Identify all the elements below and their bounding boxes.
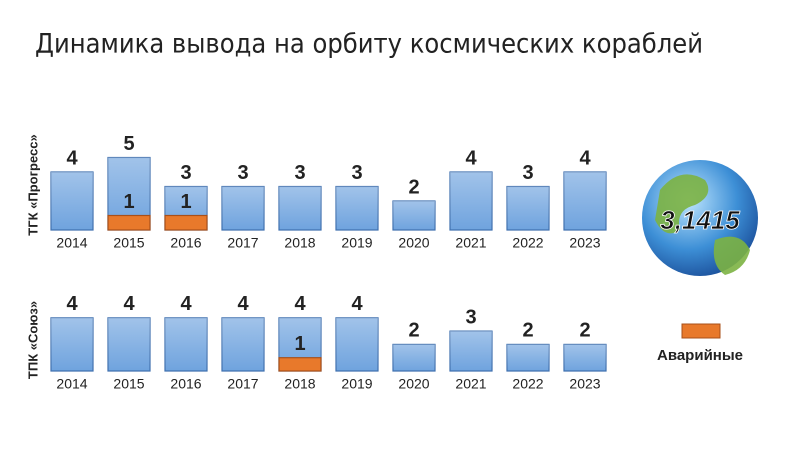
- x-tick-label: 2015: [113, 235, 144, 251]
- failure-bar: [107, 214, 151, 231]
- data-label: 4: [66, 293, 78, 315]
- data-label: 4: [294, 293, 306, 315]
- data-label: 1: [180, 191, 191, 213]
- data-label: 4: [351, 293, 363, 315]
- bar-shade: [51, 172, 93, 230]
- chart-title: Динамика вывода на орбиту космических ко…: [35, 29, 703, 60]
- x-tick-label: 2019: [341, 376, 372, 392]
- x-tick-label: 2017: [227, 376, 258, 392]
- x-tick-label: 2020: [398, 376, 429, 392]
- bar-shade: [450, 172, 492, 230]
- y-axis-label: ТПК «Союз»: [25, 301, 40, 379]
- data-label: 3: [522, 162, 533, 184]
- logo: 3,1415: [642, 160, 758, 276]
- x-tick-label: 2021: [455, 235, 486, 251]
- bar-shade: [222, 317, 264, 371]
- bar-shade: [507, 344, 549, 371]
- data-label: 3: [351, 162, 362, 184]
- data-label: 2: [408, 176, 419, 198]
- x-tick-label: 2023: [569, 235, 600, 251]
- data-label: 4: [237, 293, 249, 315]
- bar-shade: [279, 186, 321, 230]
- x-tick-label: 2014: [56, 235, 87, 251]
- failure-bar: [164, 214, 208, 231]
- data-label: 1: [123, 191, 134, 213]
- bar-shade: [108, 317, 150, 371]
- data-label: 2: [522, 320, 533, 342]
- data-label: 5: [123, 133, 134, 155]
- bar-shade: [507, 186, 549, 230]
- data-label: 4: [66, 147, 78, 169]
- data-label: 2: [579, 320, 590, 342]
- failure-bar: [278, 357, 322, 372]
- x-tick-label: 2022: [512, 235, 543, 251]
- data-label: 4: [123, 293, 135, 315]
- data-label: 4: [579, 147, 591, 169]
- x-tick-label: 2019: [341, 235, 372, 251]
- bar-shade: [564, 172, 606, 230]
- bar-shade: [222, 186, 264, 230]
- legend-swatch: [681, 323, 721, 339]
- x-tick-label: 2018: [284, 376, 315, 392]
- x-tick-label: 2016: [170, 235, 201, 251]
- bar-shade: [393, 344, 435, 371]
- data-label: 3: [294, 162, 305, 184]
- bar-shade: [393, 201, 435, 230]
- bar-shade: [564, 344, 606, 371]
- logo-text: 3,1415: [660, 205, 740, 235]
- x-tick-label: 2018: [284, 235, 315, 251]
- bar-shade: [51, 317, 93, 371]
- bar-shade: [450, 331, 492, 371]
- bar-shade: [165, 317, 207, 371]
- x-tick-label: 2015: [113, 376, 144, 392]
- data-label: 3: [465, 306, 476, 328]
- data-label: 3: [237, 162, 248, 184]
- x-tick-label: 2016: [170, 376, 201, 392]
- data-label: 4: [180, 293, 192, 315]
- continents: [655, 174, 750, 275]
- bar-shade: [336, 186, 378, 230]
- x-tick-label: 2021: [455, 376, 486, 392]
- x-tick-label: 2014: [56, 376, 87, 392]
- data-label: 4: [465, 147, 477, 169]
- legend-label: Аварийные: [657, 347, 743, 364]
- data-label: 3: [180, 162, 191, 184]
- bar-shade: [336, 317, 378, 371]
- data-label: 2: [408, 320, 419, 342]
- y-axis-label: ТГК «Прогресс»: [25, 134, 40, 235]
- x-tick-label: 2022: [512, 376, 543, 392]
- data-label: 1: [294, 333, 305, 355]
- x-tick-label: 2020: [398, 235, 429, 251]
- x-tick-label: 2017: [227, 235, 258, 251]
- x-tick-label: 2023: [569, 376, 600, 392]
